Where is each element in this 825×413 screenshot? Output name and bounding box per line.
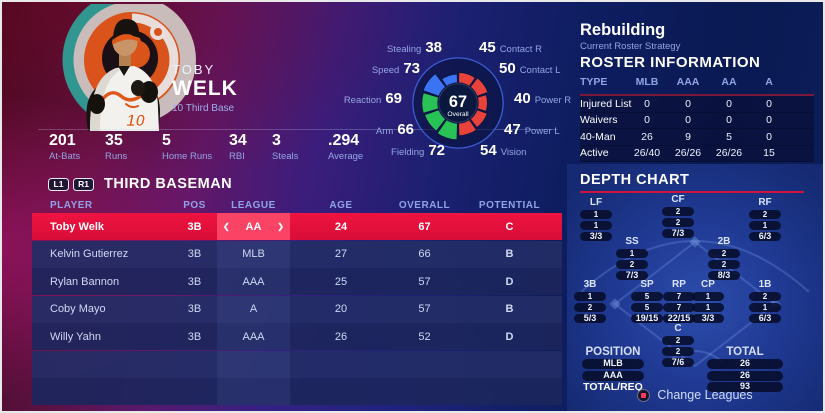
stat-average: .294 Average — [328, 132, 364, 163]
donut-wedge-reaction — [421, 92, 440, 114]
donut-wedge-contact-l — [469, 77, 489, 97]
depth-position-1b: 1B 2 1 6/3 — [737, 280, 793, 323]
player-figure: 10 — [86, 19, 160, 131]
position-table-rows: Toby Welk 3B ❮ AA ❯ 24 67 C Kelvin Gutie… — [32, 213, 562, 405]
table-row-rylan-bannon[interactable]: Rylan Bannon 3B AAA 25 57 D — [32, 268, 562, 295]
roster-information-title: ROSTER INFORMATION — [580, 54, 761, 71]
depth-position-3b: 3B 1 2 5/3 — [562, 280, 618, 323]
player-photo: 10 — [30, 4, 206, 132]
rating-stealing: Stealing 38 — [386, 39, 442, 56]
position-table-title: THIRD BASEMAN — [104, 176, 233, 192]
change-leagues-button[interactable]: Change Leagues — [567, 388, 823, 402]
roster-information-header: TYPE MLB AAA AA A — [580, 76, 773, 88]
l1-shoulder-button[interactable]: L1 — [48, 177, 69, 191]
table-row-empty — [32, 378, 562, 405]
depth-chart-underline — [580, 191, 804, 193]
rating-reaction: Reaction 69 — [343, 90, 402, 107]
roster-row-40-man: 40-Man 26 9 5 0 — [580, 129, 814, 146]
table-row-kelvin-gutierrez[interactable]: Kelvin Gutierrez 3B MLB 27 66 B — [32, 240, 562, 268]
roster-header-divider — [580, 94, 814, 96]
roster-row-active: Active 26/40 26/26 26/26 15 — [580, 146, 814, 162]
overall-rating-value: 67 — [449, 93, 467, 111]
stat-steals: 3 Steals — [272, 132, 299, 163]
depth-chart-panel: DEPTH CHART LF 1 1 3/3 CF 2 2 7/3 RF 2 1… — [567, 164, 823, 411]
donut-wedge-stealing — [440, 73, 458, 88]
league-selector[interactable]: ❮ AA ❯ — [217, 213, 290, 240]
depth-position-2b: 2B 2 2 8/3 — [696, 237, 752, 280]
roster-strategy-subtitle: Current Roster Strategy — [580, 41, 681, 52]
league-prev-icon[interactable]: ❮ — [223, 222, 230, 231]
ratings-donut-chart: 67 Overall — [410, 55, 506, 151]
r1-shoulder-button[interactable]: R1 — [73, 177, 94, 191]
depth-position-cp: CP 1 1 3/3 — [680, 280, 736, 323]
position-table-titlebar: L1 R1 THIRD BASEMAN — [48, 176, 232, 192]
rating-speed: Speed 73 — [371, 60, 420, 77]
rating-power-r: 40 Power R — [514, 90, 572, 107]
depth-position-lf: LF 1 1 3/3 — [568, 198, 624, 241]
depth-position-ss: SS 1 2 7/3 — [604, 237, 660, 280]
table-row-coby-mayo[interactable]: Coby Mayo 3B A 20 57 B — [32, 295, 562, 323]
donut-wedge-vision — [458, 118, 478, 137]
rating-fielding: Fielding 72 — [391, 142, 445, 159]
square-button-icon — [637, 388, 651, 402]
donut-center-circle — [438, 83, 478, 123]
table-row-empty — [32, 350, 562, 378]
donut-wedge-power-l — [469, 109, 488, 129]
player-number-position: 10 Third Base — [172, 103, 235, 114]
table-row-willy-yahn[interactable]: Willy Yahn 3B AAA 26 52 D — [32, 323, 562, 350]
stat-runs: 35 Runs — [105, 132, 128, 163]
depth-position-rp: RP 7 7 22/15 — [651, 280, 707, 323]
donut-wedge-speed — [422, 72, 447, 97]
stat-at-bats: 201 At-Bats — [49, 132, 81, 163]
rating-vision: 54 Vision — [480, 142, 527, 159]
rating-contact-l: 50 Contact L — [499, 60, 561, 77]
svg-text:10: 10 — [126, 111, 145, 130]
legend-total-values: 26 26 93 — [703, 359, 787, 392]
depth-position-c: C 2 2 7/6 — [650, 324, 706, 367]
legend-total-header: TOTAL — [726, 346, 764, 358]
player-last-name: WELK — [172, 77, 238, 100]
roster-information-table: Injured List 0 0 0 0 Waivers 0 0 0 0 40-… — [580, 96, 814, 162]
rating-arm: Arm 66 — [375, 121, 414, 138]
stat-home-runs: 5 Home Runs — [162, 132, 213, 163]
depth-position-cf: CF 2 2 7/3 — [650, 195, 706, 238]
depth-position-sp: SP 5 5 19/15 — [619, 280, 675, 323]
rating-power-l: 47 Power L — [504, 121, 560, 138]
table-row-toby-welk[interactable]: Toby Welk 3B ❮ AA ❯ 24 67 C — [32, 213, 562, 240]
roster-row-injured-list: Injured List 0 0 0 0 — [580, 96, 814, 113]
stats-divider — [38, 129, 558, 130]
donut-wedge-fielding — [436, 118, 458, 141]
player-first-name: TOBY — [172, 62, 216, 77]
donut-wedge-contact-r — [458, 71, 477, 88]
depth-position-rf: RF 2 1 6/3 — [737, 198, 793, 241]
legend-position-header: POSITION — [585, 346, 641, 358]
position-table-header: PLAYER POS LEAGUE AGE OVERALL POTENTIAL — [50, 199, 541, 211]
donut-wedge-arm — [423, 109, 447, 132]
field-diagram — [580, 236, 810, 368]
legend-position-rows: MLB AAA TOTAL/REQ — [582, 358, 644, 393]
rating-contact-r: 45 Contact R — [479, 39, 542, 56]
overall-rating-label: Overall — [447, 111, 469, 118]
roster-row-waivers: Waivers 0 0 0 0 — [580, 113, 814, 129]
depth-chart-title: DEPTH CHART — [580, 172, 690, 188]
league-next-icon[interactable]: ❯ — [277, 222, 284, 231]
donut-wedge-power-r — [476, 94, 488, 112]
roster-strategy-title: Rebuilding — [580, 21, 666, 39]
stat-rbi: 34 RBI — [229, 132, 247, 163]
